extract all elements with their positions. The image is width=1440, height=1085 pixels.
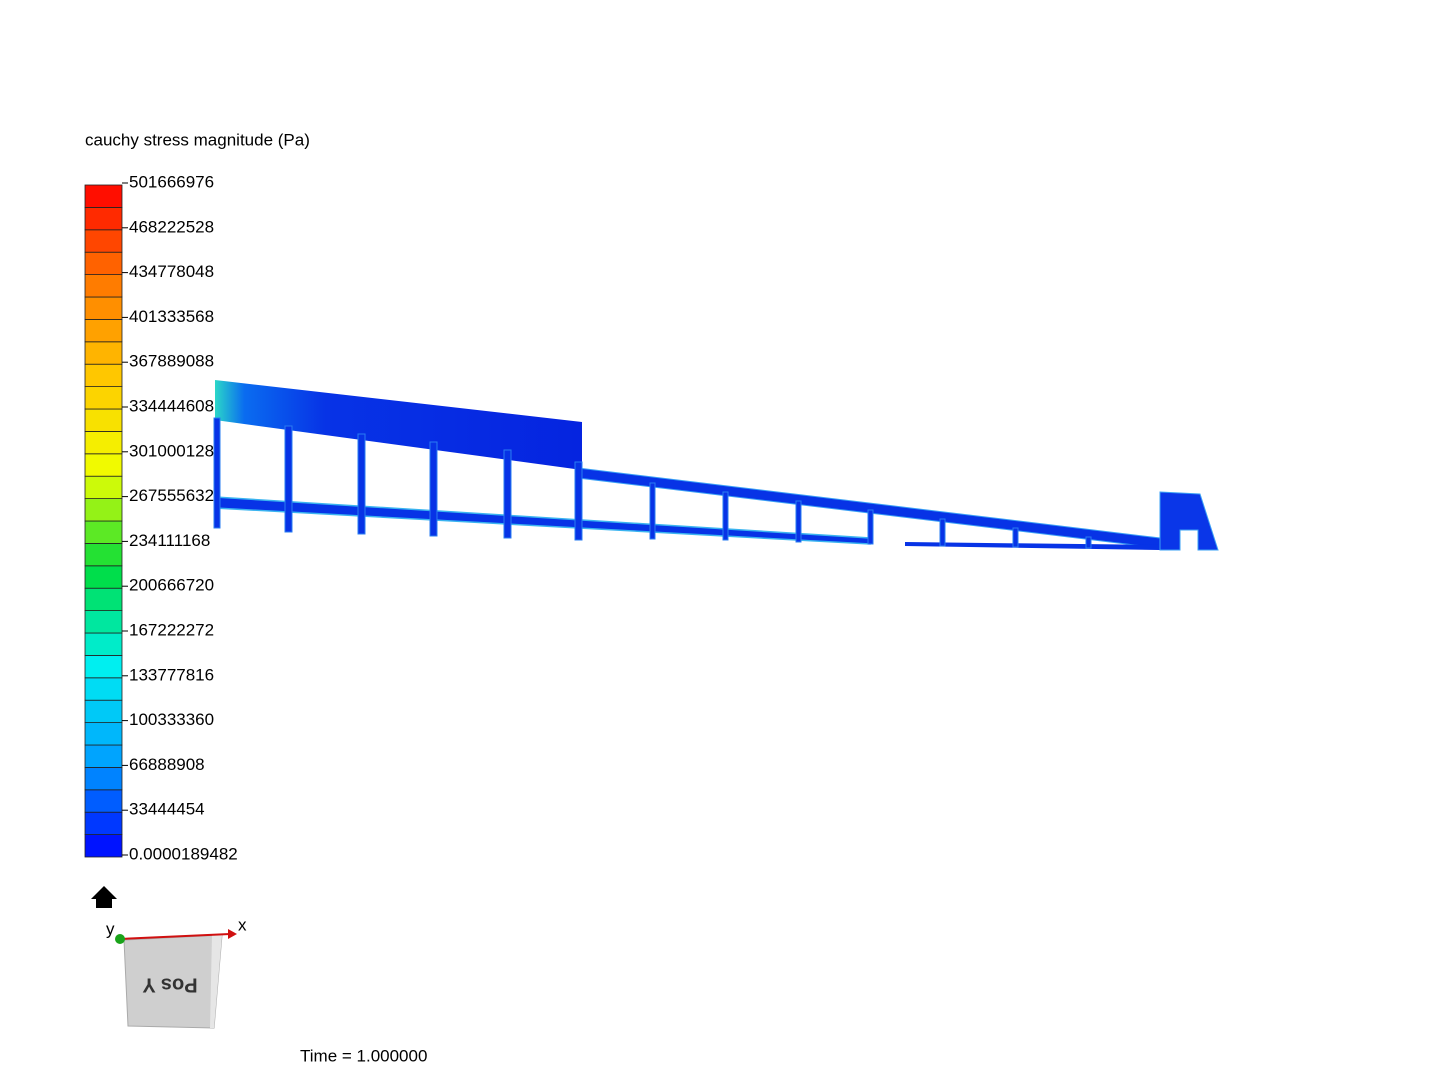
legend-title: cauchy stress magnitude (Pa) (85, 130, 310, 149)
legend-label: 33444454 (129, 800, 205, 819)
color-band (84, 677, 123, 701)
legend-label: 267555632 (129, 486, 214, 505)
wing-model (213, 380, 1219, 551)
legend-label: 167222272 (129, 620, 214, 639)
color-band (84, 767, 123, 791)
color-band (84, 318, 123, 343)
x-label: x (238, 915, 247, 934)
color-band (84, 632, 123, 656)
cube-label: Pos Y (142, 974, 198, 996)
legend-label: 0.0000189482 (129, 844, 238, 863)
color-band (84, 744, 123, 768)
lower-spar (214, 496, 871, 545)
lower-spar-tip (905, 542, 1160, 550)
color-band (84, 498, 123, 522)
color-band (84, 565, 123, 589)
x-axis (119, 933, 231, 940)
color-band (84, 453, 123, 477)
color-band (84, 363, 123, 388)
legend-label: 133777816 (129, 665, 214, 684)
y-axis (115, 934, 125, 944)
legend-label: 401333568 (129, 307, 214, 326)
cube-side (210, 935, 222, 1028)
color-band (84, 408, 123, 432)
upper-skin (215, 380, 582, 470)
color-bar (84, 184, 123, 858)
legend-label: 367889088 (129, 352, 214, 371)
time-label: Time = 1.000000 (300, 1046, 427, 1065)
color-band (84, 251, 123, 275)
color-bar-labels: 501666976 468222528 434778048 401333568 3678… (122, 172, 238, 863)
orientation-widget: Pos Y x y (106, 915, 247, 1029)
color-band (84, 655, 123, 679)
color-band (84, 184, 123, 208)
color-band (84, 296, 123, 320)
legend-label: 334444608 (129, 396, 214, 415)
legend-label: 66888908 (129, 755, 205, 774)
legend-label: 100333360 (129, 710, 214, 729)
legend-label: 501666976 (129, 172, 214, 191)
color-band (84, 811, 123, 836)
color-band (84, 587, 123, 612)
legend-label: 200666720 (129, 576, 214, 595)
color-band (84, 386, 123, 410)
color-band (84, 789, 123, 813)
color-band (84, 430, 123, 455)
color-band (84, 722, 123, 746)
color-band (84, 543, 123, 567)
legend-label: 234111168 (129, 531, 210, 550)
x-arrow (228, 929, 237, 939)
color-band (84, 520, 123, 544)
color-band (84, 229, 123, 253)
color-band (84, 699, 123, 724)
color-band (84, 274, 123, 298)
legend-label: 434778048 (129, 262, 214, 281)
color-band (84, 206, 123, 231)
color-band (84, 610, 123, 634)
color-band (84, 341, 123, 365)
color-band (84, 475, 123, 500)
ribs (213, 417, 1092, 549)
legend-label: 301000128 (129, 441, 214, 460)
home-button[interactable] (91, 886, 117, 908)
color-band (84, 834, 123, 858)
tip-block (1159, 491, 1219, 551)
y-label: y (106, 919, 115, 938)
legend-label: 468222528 (129, 217, 214, 236)
